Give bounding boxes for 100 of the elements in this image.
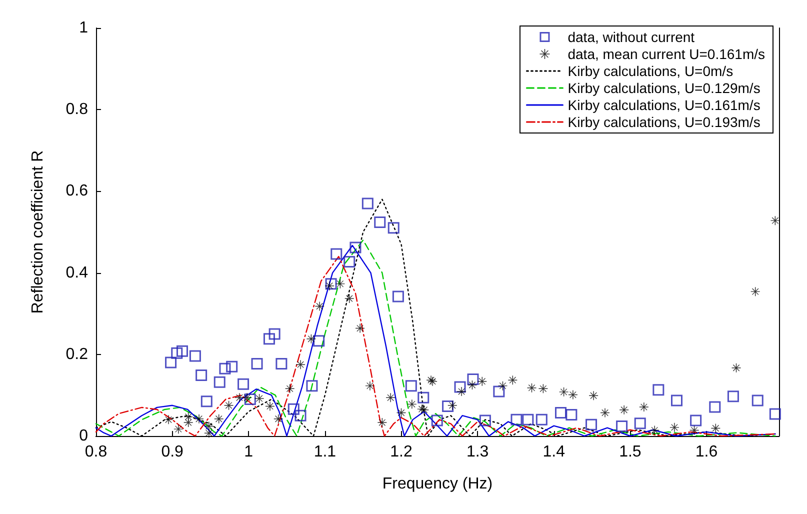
point [344,294,354,304]
point [522,414,534,426]
point [769,408,781,420]
point [356,324,365,333]
point [306,380,318,392]
x-tick-label: 1.2 [390,444,412,460]
legend-label: Kirby calculations, U=0.161m/s [568,97,760,113]
point [600,408,610,418]
point [165,356,177,368]
point [616,420,628,432]
point [238,378,250,390]
point [313,335,325,347]
point [254,394,264,403]
point [251,358,263,370]
x-tick-label: 1 [244,444,254,460]
point [288,403,300,415]
y-tick-label: 1 [79,20,88,36]
point [493,386,505,398]
x-tick-label: 1.3 [466,444,489,460]
point [325,278,337,290]
point [652,384,664,396]
point [468,380,477,390]
legend-label: data, without current [568,29,695,45]
point [510,414,522,426]
point [670,394,682,406]
point [234,393,244,402]
y-tick-label: 0.2 [66,346,88,363]
y-tick-label: 0.8 [66,101,88,118]
point [315,302,324,311]
point [378,418,387,428]
point [407,400,416,409]
y-tick-label: 0.4 [66,264,88,282]
point [306,334,316,344]
point [405,380,417,392]
point [479,414,491,426]
point [374,216,386,228]
point [176,345,188,357]
point [750,287,760,296]
point [639,402,648,412]
point [164,415,173,424]
point [554,406,566,418]
point [709,401,721,413]
point [770,216,780,226]
point [219,362,231,374]
point [196,369,208,381]
point [586,418,598,430]
point [244,394,256,406]
y-tick-label: 0.6 [66,182,88,200]
point [296,360,306,370]
point [268,328,280,340]
point [752,394,764,406]
point [344,256,356,268]
point [386,393,396,402]
y-tick-label: 0 [79,428,88,444]
point [226,360,238,372]
point [690,414,702,426]
point [362,198,374,210]
point [536,414,548,426]
point [224,400,234,410]
point [431,414,443,426]
legend-label: data, mean current U=0.161m/s [568,46,766,62]
point [467,374,479,386]
point [559,387,568,396]
x-tick-label: 0.9 [161,444,184,460]
point [184,418,193,428]
point [325,281,334,290]
point [265,402,274,411]
x-tick-label: 1.6 [695,444,718,460]
point [174,424,183,434]
point [200,396,212,408]
point [568,390,578,400]
x-tick-label: 1.5 [619,444,642,460]
point [727,390,739,402]
point [670,422,679,432]
point [418,392,430,404]
point [457,387,466,396]
point [171,347,183,359]
point [263,333,275,345]
point [388,222,400,234]
point [392,290,404,302]
point [508,376,518,385]
point [454,381,466,393]
legend-label: Kirby calculations, U=0m/s [568,63,734,79]
legend-label: Kirby calculations, U=0.129m/s [568,80,760,96]
point [566,409,578,421]
point [204,428,214,438]
x-tick-label: 1.1 [314,444,336,460]
legend-label: Kirby calculations, U=0.193m/s [568,114,760,130]
point [194,414,204,424]
point [294,410,306,422]
point [365,381,374,390]
point [634,418,646,430]
y-axis-title: Reflection coefficient R [30,150,46,314]
point [276,358,288,370]
point [330,248,342,260]
point [442,400,454,412]
point [189,350,201,362]
x-tick-label: 1.4 [542,444,566,460]
point [589,391,598,400]
point [350,242,362,254]
